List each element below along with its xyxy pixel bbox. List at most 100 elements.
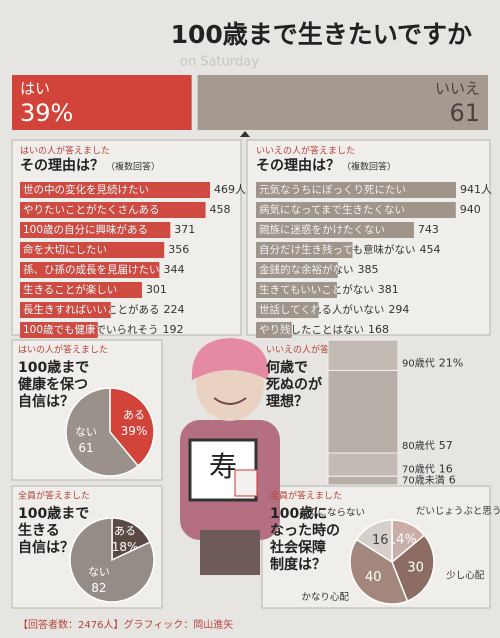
value-label: 941人 — [460, 183, 492, 196]
stack-segment — [327, 369, 399, 454]
stack-value: 6 — [449, 474, 456, 487]
note: はいの人が答えました — [18, 344, 108, 356]
bar-label: 金銭的な余裕がない — [259, 263, 354, 276]
value-label: 356 — [168, 243, 189, 256]
pie-slice — [391, 534, 435, 603]
bar-label: 孫、ひ孫の成長を見届けたい — [23, 264, 160, 276]
envelope — [234, 469, 258, 497]
value-label: 381 — [378, 283, 399, 296]
bar-label: やり残したことはない — [259, 323, 364, 336]
bar-label: 金銭的な余裕がない — [259, 263, 354, 276]
pie-category: だいじょうぶと思う — [416, 506, 500, 517]
pie-category: 少し心配 — [446, 570, 485, 581]
chart-title: 100歳まで — [18, 505, 89, 522]
note: 全員が答えました — [270, 490, 342, 502]
bar-label: 長生きすればいいことがある — [23, 303, 160, 316]
value-label: 294 — [388, 303, 409, 316]
pie-value: 30 — [407, 561, 424, 576]
sign-text: 寿 — [209, 450, 237, 483]
bar-label: 親族に迷惑をかけたくない — [259, 223, 385, 236]
title: 100歳まで生きたいですか — [171, 20, 472, 49]
stack-value: 21% — [439, 356, 463, 369]
split-label: はい — [20, 80, 50, 98]
chart-title: 理想？ — [266, 393, 308, 410]
pie-value: 39% — [121, 424, 148, 438]
bar — [20, 242, 165, 258]
stack-segment — [327, 339, 399, 371]
bar-label: 命を大切にしたい — [23, 243, 107, 256]
pie-value: 40 — [365, 570, 382, 585]
watermark: on Saturday — [180, 55, 259, 70]
bar-label: 生きることが楽しい — [23, 283, 117, 296]
chart-title: 何歳で — [266, 359, 308, 376]
bar — [20, 202, 206, 218]
pie-category: ある — [123, 408, 145, 421]
value-label: 743 — [418, 223, 439, 236]
bar-label: 病気になってまで生きたくない — [259, 203, 405, 216]
bar-label: 自分だけ生き残っても意味がない — [259, 243, 415, 256]
bar-label: 世の中の変化を見続けたい — [23, 183, 149, 196]
stack-segment — [327, 475, 399, 486]
chart-title: その理由は？ — [20, 157, 104, 174]
stack-value: 57 — [439, 439, 453, 452]
legs — [200, 530, 260, 575]
stack-category: 70歳代 — [402, 463, 435, 475]
value-label: 192 — [163, 323, 184, 336]
bar-label: 自分だけ生き残っても意味がない — [259, 243, 415, 256]
bar-label: 親族に迷惑をかけたくない — [259, 223, 385, 236]
bar — [20, 222, 171, 238]
value-label: 371 — [174, 223, 195, 236]
bar — [20, 322, 98, 338]
bar — [20, 262, 160, 278]
pie-slice — [65, 387, 140, 477]
bar-label: 孫、ひ孫の成長を見届けたい — [23, 264, 160, 276]
chart-title: 100歳まで — [18, 359, 89, 376]
bar-label: 100歳でも健康でいられそう — [23, 323, 159, 336]
bar — [20, 182, 210, 198]
split-value: 61 — [449, 99, 480, 127]
pie-slice — [355, 519, 393, 564]
bar-label: 世話してくれる人がいない — [259, 303, 384, 316]
stack-category: 70歳未満 — [402, 475, 445, 487]
bar — [256, 182, 456, 198]
chart-subtitle: （複数回答） — [106, 161, 160, 173]
bar-label: 生きてもいいことがない — [259, 283, 374, 296]
bar-label: 長生きすればいいことがある — [23, 303, 160, 316]
bar — [256, 302, 319, 318]
stack-value: 16 — [439, 462, 453, 475]
value-label: 940 — [460, 203, 481, 216]
bar — [256, 262, 338, 278]
chart-title: 健康を保つ — [18, 376, 88, 393]
pie-value: 16 — [372, 533, 389, 548]
bar — [20, 282, 142, 298]
chart-title: 制度は？ — [270, 556, 326, 573]
pie-value: 14% — [388, 532, 417, 547]
bar-label: やりたいことがたくさんある — [23, 203, 160, 216]
bar-label: 100歳の自分に興味がある — [23, 223, 148, 236]
chart-title: 100歳に — [270, 505, 327, 522]
value-label: 469人 — [214, 183, 246, 196]
pie-slice — [109, 387, 155, 467]
chart-title: その理由は？ — [256, 157, 340, 174]
bar-label: 生きることが楽しい — [23, 283, 117, 296]
footer: 【回答者数：2476人】グラフィック：岡山進矢 — [18, 618, 233, 631]
pointer — [240, 131, 250, 137]
bar — [256, 322, 292, 338]
pie-value: 82 — [91, 581, 106, 595]
pie-slice — [69, 517, 155, 603]
value-label: 385 — [358, 263, 379, 276]
bar-label: 世の中の変化を見続けたい — [23, 183, 149, 196]
bar-label: 病気になってまで生きたくない — [259, 203, 405, 216]
bar — [256, 222, 414, 238]
value-label: 301 — [146, 283, 167, 296]
pie-slice — [349, 538, 409, 605]
bar-label: 元気なうちにぽっくり死にたい — [259, 183, 406, 196]
split-bar — [12, 75, 192, 130]
bar-label: 世話してくれる人がいない — [259, 303, 384, 316]
chart-title: 自信は？ — [18, 393, 74, 410]
note: はいの人が答えました — [20, 145, 110, 157]
split-label: いいえ — [435, 80, 480, 98]
value-label: 168 — [368, 323, 389, 336]
bar — [256, 282, 337, 298]
